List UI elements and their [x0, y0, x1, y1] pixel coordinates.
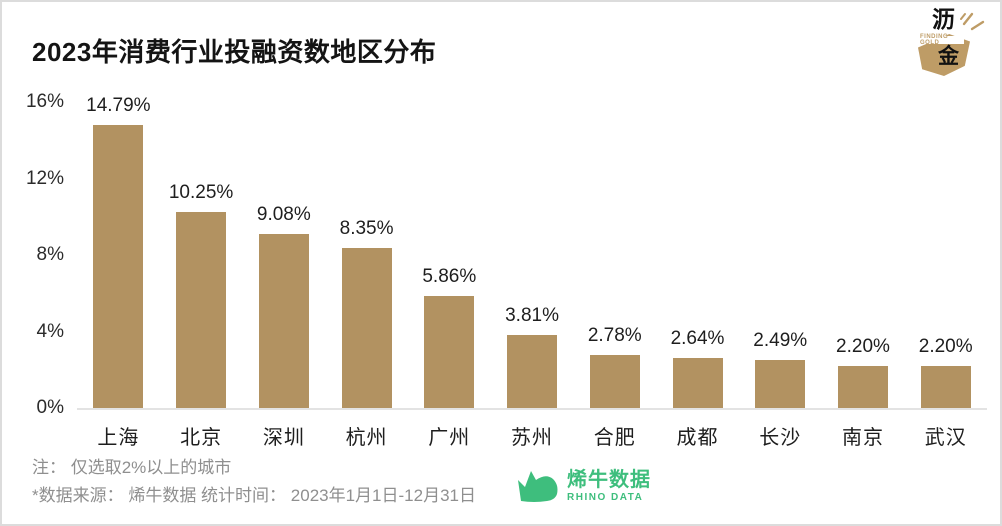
bar	[672, 357, 723, 408]
y-tick-label: 12%	[25, 167, 64, 189]
category-label: 成都	[676, 427, 719, 449]
category-label: 广州	[428, 427, 471, 449]
rhino-brand-name: 烯牛数据	[567, 468, 651, 491]
bar-value-label: 2.20%	[836, 335, 890, 357]
x-axis-line	[77, 408, 987, 410]
plot-area: 14.79% 10.25% 9.08% 8.35% 5.86% 3.81% 2.78% 2.6…	[77, 95, 987, 408]
category-label: 武汉	[924, 427, 967, 449]
y-tick-label: 4%	[36, 320, 64, 342]
bar-slot: 2.49%	[739, 102, 822, 408]
category-label: 合肥	[593, 427, 636, 449]
y-tick-label: 8%	[36, 244, 64, 265]
bar	[589, 354, 640, 408]
bar-value-label: 5.86%	[422, 265, 477, 287]
bar-slot: 9.08%	[242, 102, 325, 408]
bar-value-label: 8.35%	[339, 218, 394, 240]
rhino-brand-latin: RHINO DATA	[567, 491, 644, 503]
footnote-selection: 注： 仅选取2%以上的城市	[32, 458, 232, 477]
category-label: 北京	[180, 427, 223, 449]
bar-slot: 10.25%	[160, 102, 243, 408]
bar	[176, 211, 227, 408]
bar-slot: 8.35%	[325, 102, 408, 408]
bar	[258, 234, 309, 408]
bar-slot: 2.64%	[656, 102, 739, 408]
bar-value-label: 2.78%	[587, 324, 642, 346]
bar-slot: 2.20%	[822, 102, 905, 408]
category-label: 长沙	[759, 427, 802, 449]
bar-value-label: 2.49%	[753, 330, 808, 352]
y-axis: 16% 12% 8% 4% 0%	[12, 91, 64, 418]
bar	[424, 295, 475, 408]
bar-value-label: 2.20%	[918, 335, 973, 357]
bar	[93, 125, 144, 408]
ligin-logo: 沥 FINDING GOLD 金	[912, 6, 986, 82]
ligin-char-bottom: 金	[938, 45, 959, 68]
y-tick-label: 16%	[25, 91, 64, 112]
category-label: 苏州	[511, 427, 554, 449]
bar	[755, 360, 806, 408]
y-tick-label: 0%	[36, 397, 64, 418]
ligin-subtitle: FINDING GOLD	[920, 34, 964, 46]
sparkle-rays-icon	[960, 12, 985, 31]
footnote-source: *数据来源： 烯牛数据 统计时间： 2023年1月1日-12月31日	[32, 486, 476, 505]
bar	[341, 248, 392, 408]
footnotes: 注： 仅选取2%以上的城市 *数据来源： 烯牛数据 统计时间： 2023年1月1…	[32, 454, 476, 510]
category-label: 深圳	[262, 427, 305, 449]
rhino-data-logo: 烯牛数据 RHINO DATA	[516, 468, 651, 504]
chart-title: 2023年消费行业投融资数地区分布	[32, 37, 437, 67]
bar-value-label: 9.08%	[256, 204, 311, 226]
category-label: 杭州	[345, 427, 388, 449]
bar-slot: 3.81%	[491, 102, 574, 408]
bar	[837, 365, 888, 408]
bar-value-label: 3.81%	[505, 305, 559, 327]
rhino-head-icon	[518, 471, 558, 502]
category-axis: 上海 北京 深圳 杭州 广州 苏州 合肥 成都 长沙 南京 武汉	[77, 410, 987, 450]
bar-value-label: 14.79%	[86, 95, 151, 117]
ligin-char-top: 沥	[932, 6, 955, 32]
bar	[920, 365, 971, 408]
bar-chart: 14.79% 10.25% 9.08% 8.35% 5.86% 3.81% 2.78% 2.6…	[77, 95, 987, 450]
bar-value-label: 2.64%	[670, 327, 725, 349]
bar-slot: 2.20%	[904, 102, 987, 408]
category-label: 上海	[97, 427, 140, 449]
bar-value-label: 10.25%	[168, 181, 234, 203]
category-label: 南京	[841, 427, 884, 449]
bar-slot: 5.86%	[408, 102, 491, 408]
bar-slot: 2.78%	[573, 102, 656, 408]
bar-slot: 14.79%	[77, 95, 160, 408]
bar	[507, 335, 558, 408]
